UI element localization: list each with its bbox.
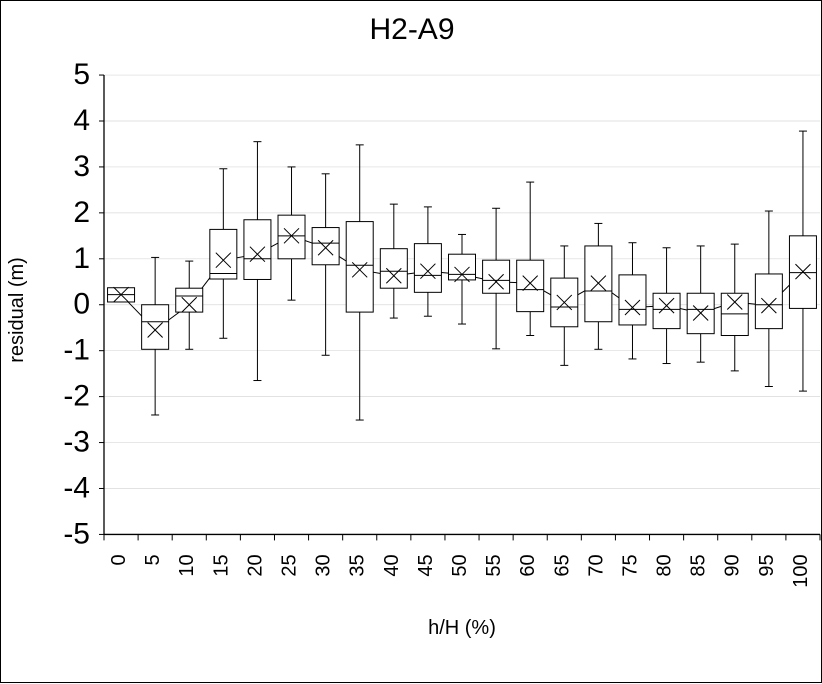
svg-text:h/H (%): h/H (%) [428, 617, 496, 639]
svg-text:2: 2 [73, 196, 90, 229]
svg-text:85: 85 [688, 554, 710, 576]
svg-text:25: 25 [279, 554, 301, 576]
svg-text:45: 45 [415, 554, 437, 576]
svg-text:10: 10 [176, 554, 198, 576]
svg-text:30: 30 [313, 554, 335, 576]
svg-text:0: 0 [108, 554, 130, 565]
svg-text:100: 100 [790, 554, 812, 587]
svg-text:-4: -4 [63, 471, 90, 504]
svg-text:65: 65 [551, 554, 573, 576]
svg-text:35: 35 [347, 554, 369, 576]
svg-text:70: 70 [585, 554, 607, 576]
svg-text:55: 55 [483, 554, 505, 576]
svg-text:3: 3 [73, 150, 90, 183]
svg-text:15: 15 [210, 554, 232, 576]
svg-text:5: 5 [142, 554, 164, 565]
svg-text:-3: -3 [63, 426, 90, 459]
svg-text:80: 80 [654, 554, 676, 576]
svg-text:95: 95 [756, 554, 778, 576]
svg-text:50: 50 [449, 554, 471, 576]
svg-text:5: 5 [73, 58, 90, 91]
svg-text:H2-A9: H2-A9 [369, 13, 454, 46]
svg-text:4: 4 [73, 104, 90, 137]
svg-text:residual (m): residual (m) [6, 257, 28, 363]
svg-text:-2: -2 [63, 380, 90, 413]
svg-text:60: 60 [517, 554, 539, 576]
svg-text:40: 40 [381, 554, 403, 576]
svg-text:1: 1 [73, 242, 90, 275]
svg-text:75: 75 [619, 554, 641, 576]
svg-text:0: 0 [73, 288, 90, 321]
svg-text:90: 90 [722, 554, 744, 576]
svg-text:-5: -5 [63, 517, 90, 550]
svg-text:-1: -1 [63, 334, 90, 367]
svg-text:20: 20 [244, 554, 266, 576]
